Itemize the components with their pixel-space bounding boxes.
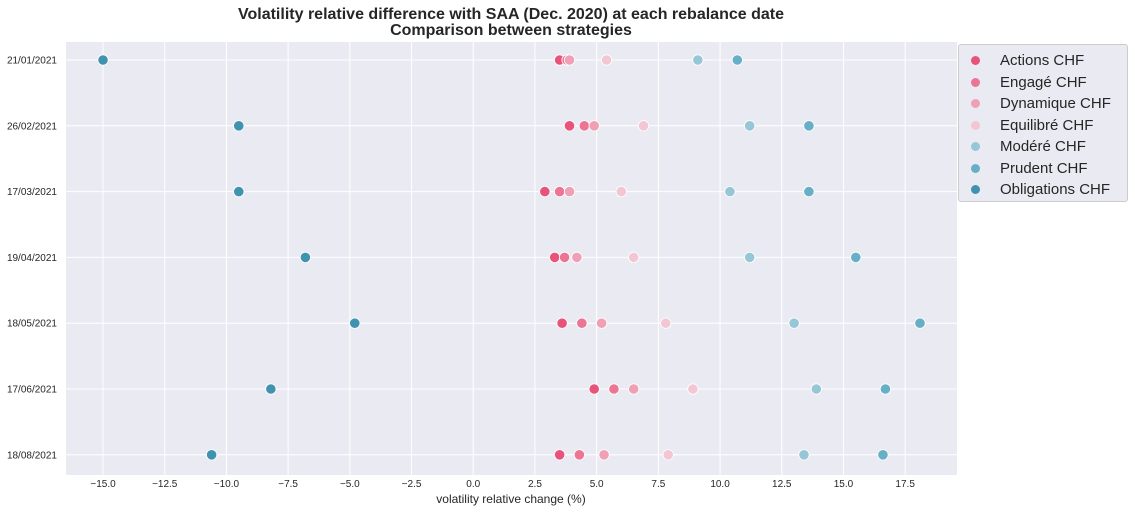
y-tick-label: 18/05/2021 xyxy=(7,319,57,330)
data-point-3 xyxy=(571,251,583,263)
y-tick-label: 21/01/2021 xyxy=(7,56,57,67)
x-tick-label: −15.0 xyxy=(90,479,116,490)
plot-area xyxy=(66,42,957,475)
data-point-1 xyxy=(549,251,561,263)
y-tick-label: 26/02/2021 xyxy=(7,121,57,132)
data-point-5 xyxy=(810,383,822,395)
legend-label: Dynamique CHF xyxy=(1000,95,1111,112)
x-tick-label: 2.5 xyxy=(528,479,542,490)
legend-label: Modéré CHF xyxy=(1000,138,1086,155)
data-point-3 xyxy=(563,54,576,66)
data-point-4 xyxy=(615,186,627,198)
data-point-3 xyxy=(588,120,600,132)
x-tick-label: 12.5 xyxy=(772,479,792,490)
data-point-2 xyxy=(576,317,588,329)
data-point-5 xyxy=(798,449,810,461)
y-tick-labels: 21/01/2021 26/02/2021 17/03/2021 19/04/2021… xyxy=(7,56,57,462)
y-tick-label: 19/04/2021 xyxy=(7,253,57,264)
legend-marker xyxy=(971,77,980,87)
legend-entry: Prudent CHF xyxy=(959,158,1088,179)
grid-lines xyxy=(66,42,957,475)
legend-entry: Actions CHF xyxy=(959,50,1084,71)
x-axis-label: volatility relative change (%) xyxy=(436,492,585,506)
legend-label: Prudent CHF xyxy=(1000,159,1088,177)
legend-entry: Dynamique CHF xyxy=(959,93,1111,114)
x-tick-label: 0.0 xyxy=(466,479,480,490)
data-point-4 xyxy=(628,251,640,263)
data-point-4 xyxy=(662,449,674,461)
data-point-1 xyxy=(539,186,551,198)
data-point-6 xyxy=(877,449,889,461)
x-tick-label: −12.5 xyxy=(152,479,178,490)
y-tick-label: 17/06/2021 xyxy=(7,385,57,396)
legend-label: Equilibré CHF xyxy=(1000,116,1094,134)
data-point-1 xyxy=(556,317,568,329)
x-tick-label: 17.5 xyxy=(895,479,915,490)
x-tick-label: 10.0 xyxy=(710,479,730,490)
legend: Actions CHF Engagé CHF Dynamique CHF Equili… xyxy=(958,44,1128,202)
data-point-4 xyxy=(600,54,613,66)
data-point-6 xyxy=(914,317,926,329)
data-point-3 xyxy=(598,449,610,461)
data-point-7 xyxy=(206,449,218,461)
data-point-2 xyxy=(554,186,566,198)
legend-label: Actions CHF xyxy=(1000,52,1085,69)
data-point-5 xyxy=(724,186,736,198)
legend-entry: Modéré CHF xyxy=(959,136,1086,157)
legend-entry: Equilibré CHF xyxy=(959,115,1093,136)
y-tick-label: 18/08/2021 xyxy=(7,450,57,461)
data-point-6 xyxy=(879,383,892,395)
data-point-7 xyxy=(233,120,245,132)
data-point-2 xyxy=(558,251,571,263)
x-tick-label: −2.5 xyxy=(402,479,422,490)
x-tick-label: 7.5 xyxy=(651,479,665,490)
data-point-6 xyxy=(803,120,815,132)
data-point-4 xyxy=(687,383,699,395)
data-point-7 xyxy=(349,317,361,329)
data-point-5 xyxy=(744,120,756,132)
data-point-7 xyxy=(265,383,277,395)
data-point-3 xyxy=(563,186,576,198)
data-point-1 xyxy=(554,449,566,461)
data-point-4 xyxy=(660,317,672,329)
legend-label: Obligations CHF xyxy=(1000,181,1111,198)
data-point-1 xyxy=(588,383,600,395)
data-point-5 xyxy=(788,317,800,329)
data-point-6 xyxy=(731,54,743,66)
chart-title: Volatility relative difference with SAA … xyxy=(238,6,784,23)
data-point-2 xyxy=(608,383,620,395)
data-point-6 xyxy=(803,186,815,198)
x-tick-label: −10.0 xyxy=(214,479,240,490)
data-point-5 xyxy=(744,251,756,263)
x-tick-labels: −15.0 −12.5 −10.0 −7.5 −5.0 −2.5 0.0 2.5 5.0 7.5 1… xyxy=(90,479,915,490)
x-tick-label: 15.0 xyxy=(834,479,854,490)
data-point-3 xyxy=(628,383,640,395)
x-tick-label: 5.0 xyxy=(590,479,604,490)
y-tick-label: 17/03/2021 xyxy=(7,187,57,198)
legend-marker xyxy=(971,185,980,194)
x-tick-label: −7.5 xyxy=(278,479,298,490)
data-point-3 xyxy=(595,317,608,329)
data-points xyxy=(97,54,926,461)
data-point-6 xyxy=(850,251,862,263)
data-point-2 xyxy=(578,120,590,132)
data-point-1 xyxy=(563,120,576,132)
legend-marker xyxy=(971,142,980,151)
data-point-4 xyxy=(637,120,650,132)
data-point-7 xyxy=(299,251,312,263)
legend-marker xyxy=(971,120,980,130)
chart-subtitle: Comparison between strategies xyxy=(390,22,632,39)
data-point-7 xyxy=(97,54,109,66)
legend-entry: Obligations CHF xyxy=(959,179,1110,200)
data-point-7 xyxy=(233,186,245,198)
legend-label: Engagé CHF xyxy=(1000,73,1087,91)
legend-marker xyxy=(971,99,980,108)
data-point-5 xyxy=(692,54,704,66)
legend-marker xyxy=(971,56,980,65)
legend-entry: Engagé CHF xyxy=(959,72,1087,93)
x-tick-label: −5.0 xyxy=(340,479,360,490)
legend-marker xyxy=(971,163,980,173)
data-point-2 xyxy=(573,449,585,461)
